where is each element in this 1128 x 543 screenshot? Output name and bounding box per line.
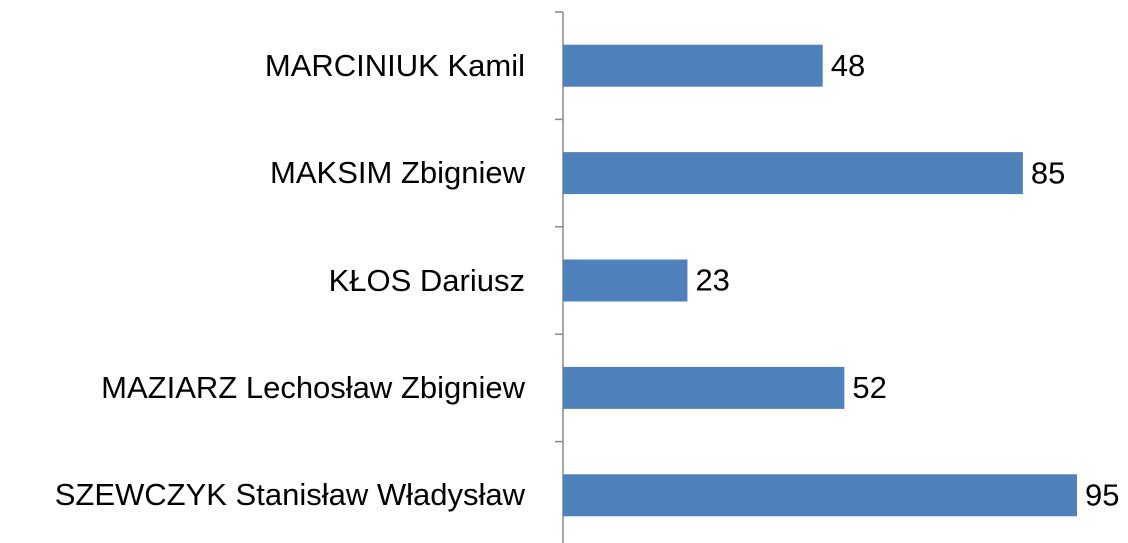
category-label: MARCINIUK Kamil xyxy=(0,16,525,116)
value-label: 85 xyxy=(1031,155,1065,190)
category-text: MAKSIM Zbigniew xyxy=(270,155,525,191)
category-label: SZEWCZYK Stanisław Władysław xyxy=(0,445,525,543)
category-text: MARCINIUK Kamil xyxy=(264,47,525,83)
bar xyxy=(563,44,823,87)
value-label: 48 xyxy=(831,48,865,83)
category-text: KŁOS Dariusz xyxy=(328,262,525,298)
category-label: MAKSIM Zbigniew xyxy=(0,123,525,223)
category-label: MAZIARZ Lechosław Zbigniew xyxy=(0,338,525,438)
bar xyxy=(563,152,1023,195)
bar xyxy=(563,259,688,302)
bar xyxy=(563,474,1077,517)
category-text: MAZIARZ Lechosław Zbigniew xyxy=(101,369,525,405)
value-label: 23 xyxy=(695,263,729,298)
category-text: SZEWCZYK Stanisław Władysław xyxy=(54,477,525,513)
value-label: 52 xyxy=(852,370,886,405)
value-label: 95 xyxy=(1085,477,1119,512)
category-label: KŁOS Dariusz xyxy=(0,231,525,331)
bar xyxy=(563,366,845,409)
